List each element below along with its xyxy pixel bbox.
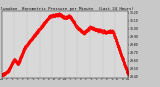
Text: 1: 1 [6, 79, 8, 80]
Text: 4: 4 [22, 79, 23, 80]
Text: 4: 4 [85, 79, 87, 80]
Text: 12a: 12a [0, 79, 4, 80]
Text: 10: 10 [53, 79, 56, 80]
Text: 2: 2 [75, 79, 76, 80]
Text: 10: 10 [116, 79, 119, 80]
Text: 11: 11 [58, 79, 61, 80]
Text: 8: 8 [106, 79, 108, 80]
Text: 5: 5 [90, 79, 92, 80]
Text: 12a: 12a [126, 79, 130, 80]
Text: 8: 8 [43, 79, 44, 80]
Text: 9: 9 [112, 79, 113, 80]
Text: 6: 6 [96, 79, 97, 80]
Text: 3: 3 [80, 79, 81, 80]
Text: 6: 6 [32, 79, 34, 80]
Text: 2: 2 [12, 79, 13, 80]
Text: 11: 11 [121, 79, 124, 80]
Text: 1: 1 [69, 79, 71, 80]
Text: 7: 7 [101, 79, 102, 80]
Text: 9: 9 [48, 79, 50, 80]
Text: 12p: 12p [63, 79, 67, 80]
Text: 3: 3 [17, 79, 18, 80]
Text: 7: 7 [38, 79, 39, 80]
Text: 5: 5 [27, 79, 29, 80]
Title: Milwaukee  Barometric Pressure per Minute  (Last 24 Hours): Milwaukee Barometric Pressure per Minute… [0, 7, 134, 11]
